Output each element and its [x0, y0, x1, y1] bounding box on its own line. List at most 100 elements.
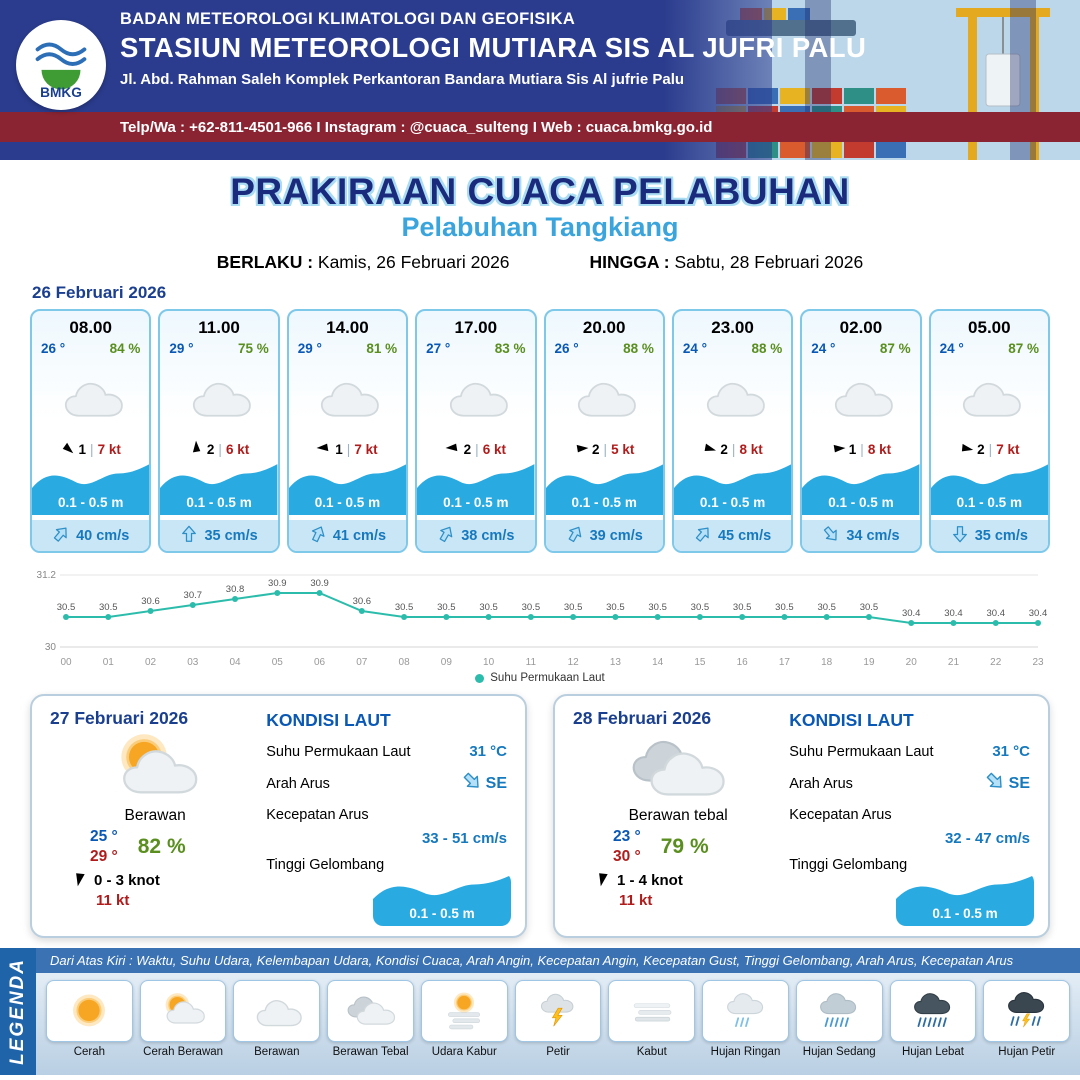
wave-height-band: 0.1 - 0.5 m: [160, 461, 278, 515]
wind-row: 2 | 6 kt: [160, 437, 277, 461]
wave-graphic: [545, 461, 663, 515]
legend-icon-card: [233, 980, 321, 1042]
forecast-card: 23.00 24 ° 88 % 2 | 8 kt 0.1 - 0.5 m 45 …: [671, 309, 794, 553]
forecast-time: 17.00: [454, 318, 498, 337]
forecast-card: 17.00 27 ° 83 % 2 | 6 kt 0.1 - 0.5 m 38 …: [415, 309, 537, 553]
svg-text:30.5: 30.5: [564, 602, 583, 613]
wave-graphic: [673, 461, 792, 515]
forecast-card: 11.00 29 ° 75 % 2 | 6 kt 0.1 - 0.5 m 35 …: [158, 309, 280, 553]
wind-row: 2 | 7 kt: [931, 437, 1048, 461]
wind-speed: 2: [977, 441, 985, 457]
wave-graphic: [373, 872, 511, 926]
header-text: BADAN METEOROLOGI KLIMATOLOGI DAN GEOFIS…: [120, 10, 866, 88]
station-address: Jl. Abd. Rahman Saleh Komplek Perkantora…: [120, 71, 685, 88]
legend-item-label: Cerah: [73, 1046, 106, 1058]
wind-direction-icon: [72, 870, 88, 890]
current-direction-icon: [437, 525, 455, 547]
legend-item: Cerah: [46, 980, 133, 1075]
weather-condition-icon: [931, 356, 1048, 437]
current-speed-value: 32 - 47 cm/s: [944, 830, 1030, 847]
berawan-icon: [64, 382, 123, 417]
current-speed: 35 cm/s: [974, 527, 1028, 544]
svg-text:30.6: 30.6: [353, 596, 372, 607]
wind-speed: 1: [848, 441, 857, 457]
arrow-icon: [439, 526, 453, 542]
temp-humidity-row: 26 ° 88 %: [546, 338, 663, 356]
wave-height: 0.1 - 0.5 m: [956, 495, 1022, 510]
forecast-card: 05.00 24 ° 87 % 2 | 7 kt 0.1 - 0.5 m 35 …: [928, 309, 1050, 553]
current-speed: 40 cm/s: [76, 527, 130, 544]
forecast-time: 11.00: [198, 318, 240, 337]
current-speed-value: 33 - 51 cm/s: [421, 830, 507, 847]
svg-text:30.8: 30.8: [226, 584, 245, 595]
forecast-card: 02.00 24 ° 87 % 1 | 8 kt 0.1 - 0.5 m 34 …: [800, 309, 922, 553]
wave-graphic-icon: [896, 875, 1034, 926]
legend-item-label: Petir: [546, 1046, 570, 1058]
current-direction-icon: [985, 771, 1005, 796]
svg-text:30.6: 30.6: [141, 596, 160, 607]
svg-text:08: 08: [399, 657, 411, 668]
wave-height-band: 0.1 - 0.5 m: [673, 461, 792, 515]
port-name: Pelabuhan Tangkiang: [401, 212, 679, 242]
humidity: 87 %: [1008, 341, 1039, 356]
legend-icon-card: [983, 980, 1071, 1042]
gust-speed: 7 kt: [354, 441, 378, 457]
svg-text:22: 22: [990, 657, 1002, 668]
temp-humidity-row: 24 ° 87 %: [802, 338, 919, 356]
wave-height-band: 0.1 - 0.5 m: [545, 461, 663, 515]
svg-text:18: 18: [821, 657, 833, 668]
hujan-sedang-icon: [820, 993, 857, 1028]
svg-text:30.4: 30.4: [986, 608, 1005, 619]
chart-legend: Suhu Permukaan Laut: [26, 672, 1054, 684]
current-speed: 34 cm/s: [846, 527, 900, 544]
legend-note: Dari Atas Kiri : Waktu, Suhu Udara, Kele…: [36, 948, 1080, 973]
gust-speed: 6 kt: [225, 441, 250, 457]
weather-condition-icon: [32, 356, 149, 437]
wind-row: 2 | 8 kt: [674, 437, 791, 461]
svg-text:06: 06: [314, 657, 326, 668]
wind-row: 1 | 7 kt: [289, 437, 406, 461]
wind-pennant-icon: [192, 440, 201, 452]
legend-item: Cerah Berawan: [139, 980, 227, 1075]
svg-text:31.2: 31.2: [37, 570, 57, 581]
sea-conditions: KONDISI LAUT Suhu Permukaan Laut 31 °C A…: [266, 708, 511, 926]
air-temperature: 27 °: [426, 341, 451, 356]
wave-graphic: [417, 461, 535, 515]
wind-direction-icon: [445, 441, 460, 458]
header: Telp/Wa : +62-811-4501-966 I Instagram :…: [0, 0, 1080, 160]
humidity: 75 %: [237, 341, 269, 356]
logo-text: BMKG: [40, 85, 82, 100]
legend-item-label: Berawan Tebal: [332, 1046, 409, 1058]
sea-conditions-title: KONDISI LAUT: [266, 710, 391, 730]
legend-item-label: Hujan Sedang: [802, 1046, 876, 1058]
wave-graphic: [802, 461, 920, 515]
wave-height: 0.1 - 0.5 m: [443, 495, 509, 510]
berawan-icon: [578, 382, 637, 417]
legend-item-label: Berawan: [254, 1046, 300, 1058]
org-name: BADAN METEOROLOGI KLIMATOLOGI DAN GEOFIS…: [120, 10, 576, 28]
legend-item-label: Hujan Lebat: [901, 1046, 964, 1058]
current-speed: 39 cm/s: [589, 527, 643, 544]
sst-label: Suhu Permukaan Laut: [789, 743, 934, 760]
gust-speed: 11 kt: [96, 892, 130, 909]
wave-graphic: [930, 461, 1048, 515]
temps-row: 25 ° 29 ° 82 %: [90, 828, 260, 866]
udara-kabur-icon: [448, 992, 481, 1030]
hujan-ringan-icon: [726, 993, 763, 1028]
current-direction-icon: [822, 525, 840, 547]
svg-text:30.5: 30.5: [395, 602, 414, 613]
wind-pennant-icon: [705, 443, 717, 451]
wave-height-box: 0.1 - 0.5 m: [896, 872, 1034, 926]
contact-bar: Telp/Wa : +62-811-4501-966 I Instagram :…: [0, 112, 1080, 142]
station-name: STASIUN METEOROLOGI MUTIARA SIS AL JUFRI…: [120, 32, 867, 63]
legend-item-label: Kabut: [636, 1046, 667, 1058]
wave-height-label: Tinggi Gelombang: [789, 857, 908, 873]
current-row: 40 cm/s: [32, 518, 150, 551]
wind-direction-icon: [831, 441, 846, 458]
cerah-icon: [73, 994, 106, 1027]
svg-text:30.5: 30.5: [437, 602, 456, 613]
separator: |: [346, 441, 351, 457]
current-row: 39 cm/s: [545, 518, 663, 551]
berawan-tebal-icon: [347, 996, 395, 1025]
